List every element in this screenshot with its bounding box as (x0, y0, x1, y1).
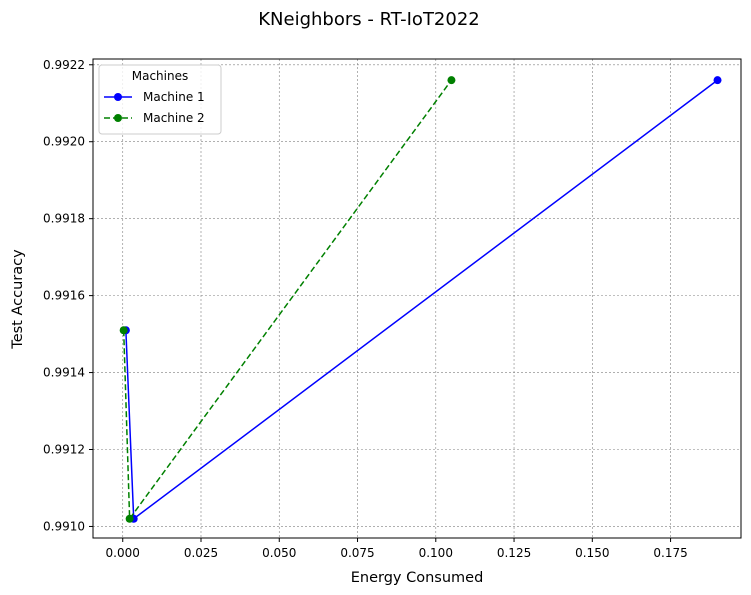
legend-marker (114, 114, 122, 122)
y-tick-label: 0.9920 (43, 135, 85, 149)
series-line (122, 79, 453, 521)
x-tick-label: 0.000 (106, 546, 140, 560)
y-tick-label: 0.9918 (43, 212, 85, 226)
plot-area-frame (92, 58, 742, 539)
series-line (125, 79, 718, 521)
legend-label: Machine 2 (143, 111, 205, 125)
series-layer (119, 76, 722, 523)
chart-title: KNeighbors - RT-IoT2022 (258, 9, 480, 30)
x-tick-label: 0.125 (497, 546, 531, 560)
y-tick-label: 0.9912 (43, 443, 85, 457)
y-tick-label: 0.9910 (43, 519, 85, 533)
x-tick-label: 0.100 (419, 546, 453, 560)
y-axis-label: Test Accuracy (10, 249, 26, 350)
legend-marker (114, 93, 122, 101)
y-tick-label: 0.9914 (43, 366, 85, 380)
legend-frame (98, 64, 222, 135)
data-point (713, 76, 722, 85)
x-tick-label: 0.025 (184, 546, 218, 560)
data-point (119, 326, 128, 335)
x-tick-label: 0.150 (575, 546, 609, 560)
x-tick-label: 0.050 (262, 546, 296, 560)
legend: Machines Machine 1 Machine 2 (98, 64, 222, 135)
x-axis-label: Energy Consumed (351, 570, 484, 586)
x-tick-label: 0.175 (653, 546, 687, 560)
y-axis: 0.9910 0.9912 0.9914 0.9916 0.9918 0.9920 0.99… (43, 58, 93, 533)
x-axis: 0.000 0.025 0.050 0.075 0.100 0.125 0.150 0.175 (106, 538, 688, 560)
x-tick-label: 0.075 (340, 546, 374, 560)
legend-title: Machines (132, 69, 188, 83)
data-point (447, 76, 456, 85)
y-tick-label: 0.9916 (43, 289, 85, 303)
y-tick-label: 0.9922 (43, 58, 85, 72)
legend-label: Machine 1 (143, 90, 205, 104)
data-point (125, 514, 134, 523)
